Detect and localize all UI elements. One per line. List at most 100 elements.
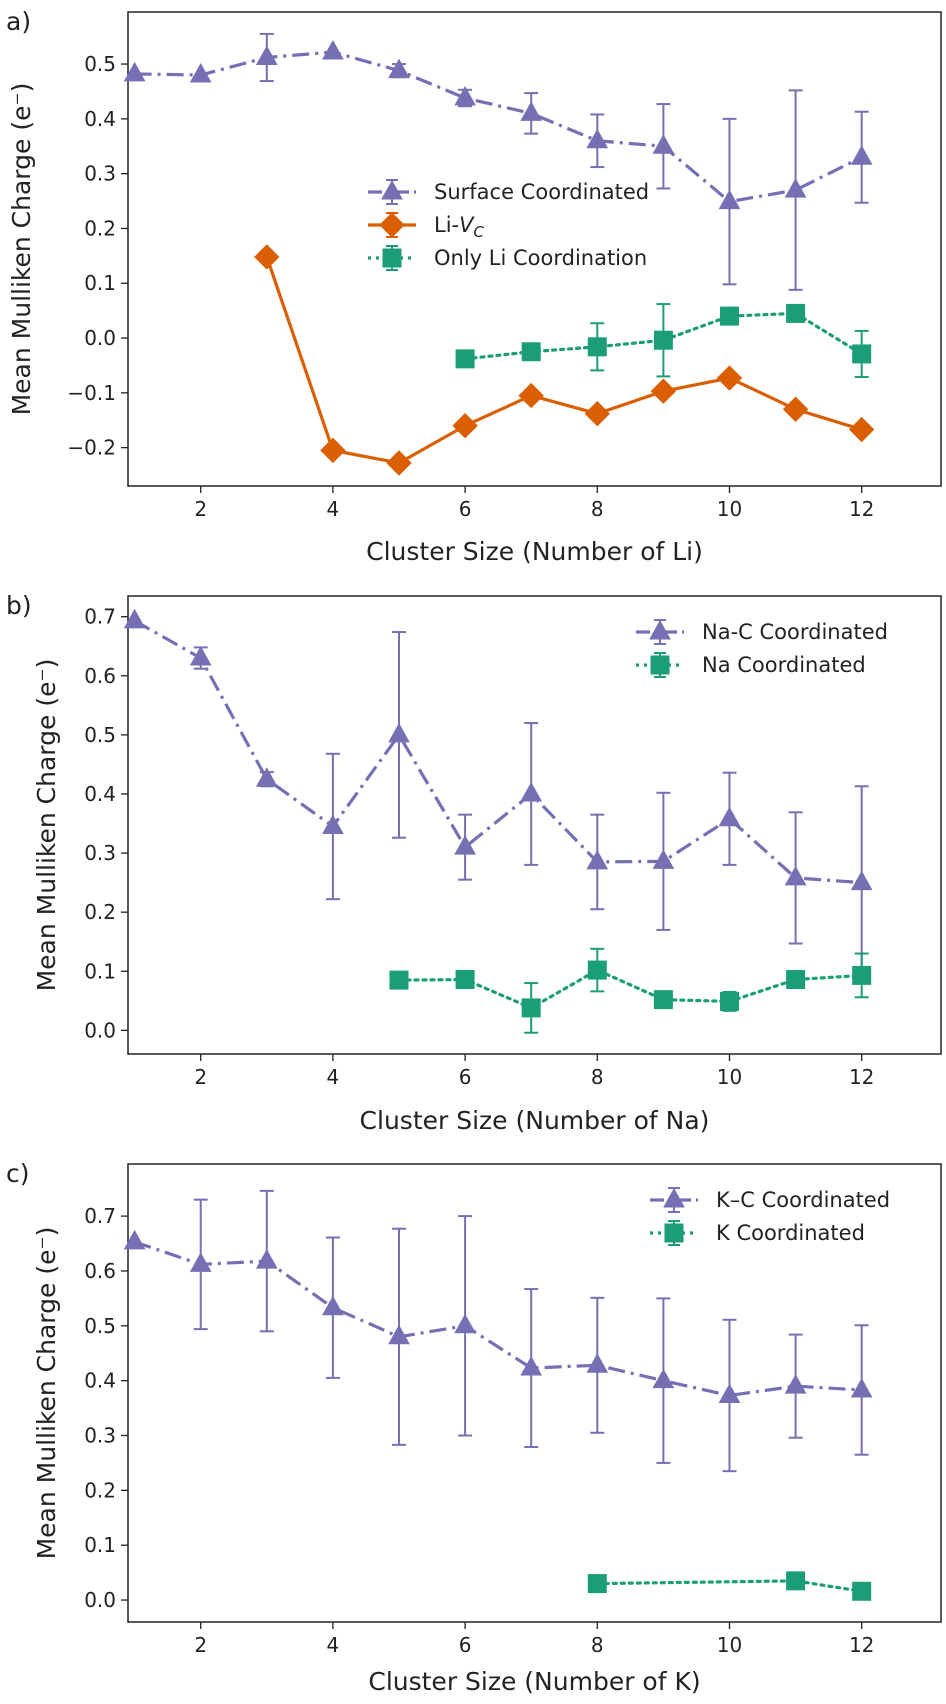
data-point [254,244,280,270]
data-point [719,991,739,1011]
y-tick-label: 0.6 [84,1259,116,1283]
data-point [255,1249,278,1269]
data-point [388,1324,410,1345]
x-tick-label: 8 [591,1633,604,1657]
legend-label: Surface Coordinated [434,180,649,204]
data-point [322,814,344,834]
data-point [381,179,403,200]
x-axis-title: Cluster Size (Number of Li) [366,537,703,566]
series-line [134,50,863,204]
y-tick-label: 0.2 [84,1478,116,1502]
x-tick-label: 10 [717,1633,742,1657]
x-tick-label: 4 [327,1633,340,1657]
data-point [255,45,278,65]
panel-label: b) [6,591,32,620]
data-point [454,86,476,106]
y-tick-label: 0.2 [84,216,116,240]
series-triangle [123,1189,873,1473]
data-point [452,413,478,439]
data-point [520,781,543,802]
data-point [454,835,476,855]
data-point [649,619,671,640]
data-point [520,101,543,121]
data-point [586,849,609,870]
x-tick-label: 4 [327,497,340,521]
panel-label: a) [6,7,31,36]
y-tick-label: 0.5 [84,52,116,76]
y-axis-title: Mean Mulliken Charge (e⁻) [7,83,36,416]
x-tick-label: 4 [327,1065,340,1089]
data-point [784,178,807,198]
x-tick-label: 10 [717,497,742,521]
series-square [587,1571,872,1601]
data-point [650,655,670,675]
data-point [784,1374,807,1394]
data-point [386,450,412,476]
x-tick-label: 8 [591,497,604,521]
data-point [786,970,806,990]
series-triangle [123,32,873,291]
data-point [652,1368,675,1389]
data-point [454,1313,476,1334]
x-tick-label: 12 [849,1065,874,1089]
series-line [397,968,864,1010]
data-point [587,960,607,980]
data-point [663,1187,685,1208]
y-tick-label: −0.2 [67,436,116,460]
y-tick-label: 0.4 [84,107,116,131]
legend-label: K Coordinated [716,1221,865,1245]
data-point [189,62,212,83]
legend: Na-C Coordinated Na Coordinated [636,619,888,678]
data-point [850,145,873,165]
data-point [586,128,609,149]
data-point [379,212,405,238]
data-point [852,965,872,985]
data-point [521,998,541,1018]
y-tick-label: 0.6 [84,664,116,688]
data-point [784,865,807,886]
y-tick-label: 0.3 [84,841,116,865]
data-point [388,58,410,79]
data-point [587,1574,607,1594]
y-tick-label: 0.0 [84,1018,116,1042]
data-point [850,870,873,891]
legend: K–C Coordinated K Coordinated [650,1187,890,1246]
data-point [652,849,675,869]
data-point [455,970,475,990]
data-point [389,970,409,990]
series-square [455,303,872,378]
data-point [718,189,741,210]
y-tick-label: 0.1 [84,1533,116,1557]
x-tick-label: 2 [194,1065,207,1089]
data-point [848,416,875,443]
y-tick-label: 0.0 [84,326,116,350]
y-tick-label: 0.5 [84,1314,116,1338]
x-tick-label: 2 [194,1633,207,1657]
data-point [518,382,544,409]
panel-b: b) 2 4 6 8 10 12 0.0 0.1 0.2 0.3 0.4 0.5 0.6 0.7 Clust… [6,591,942,1135]
data-point [584,400,610,427]
series-line [595,1579,864,1593]
y-tick-label: −0.1 [67,381,116,405]
data-point [719,306,739,326]
plot-frame [127,1163,942,1623]
y-tick-label: 0.0 [84,1588,116,1612]
data-point [586,1353,609,1373]
x-tick-label: 2 [194,497,207,521]
plot-frame [127,595,942,1055]
data-point [850,1377,873,1398]
series-triangle [123,608,873,980]
data-point [382,248,402,268]
data-point [123,1229,146,1250]
y-tick-label: 0.7 [84,1204,116,1228]
data-point [123,61,146,82]
data-point [521,342,541,362]
y-tick-label: 0.5 [84,723,116,747]
y-tick-label: 0.7 [84,605,116,629]
data-point [718,806,741,827]
series-diamond [254,244,875,476]
y-tick-label: 0.4 [84,1369,116,1393]
data-point [718,1383,741,1403]
data-point [189,1252,212,1272]
data-point [455,349,475,369]
